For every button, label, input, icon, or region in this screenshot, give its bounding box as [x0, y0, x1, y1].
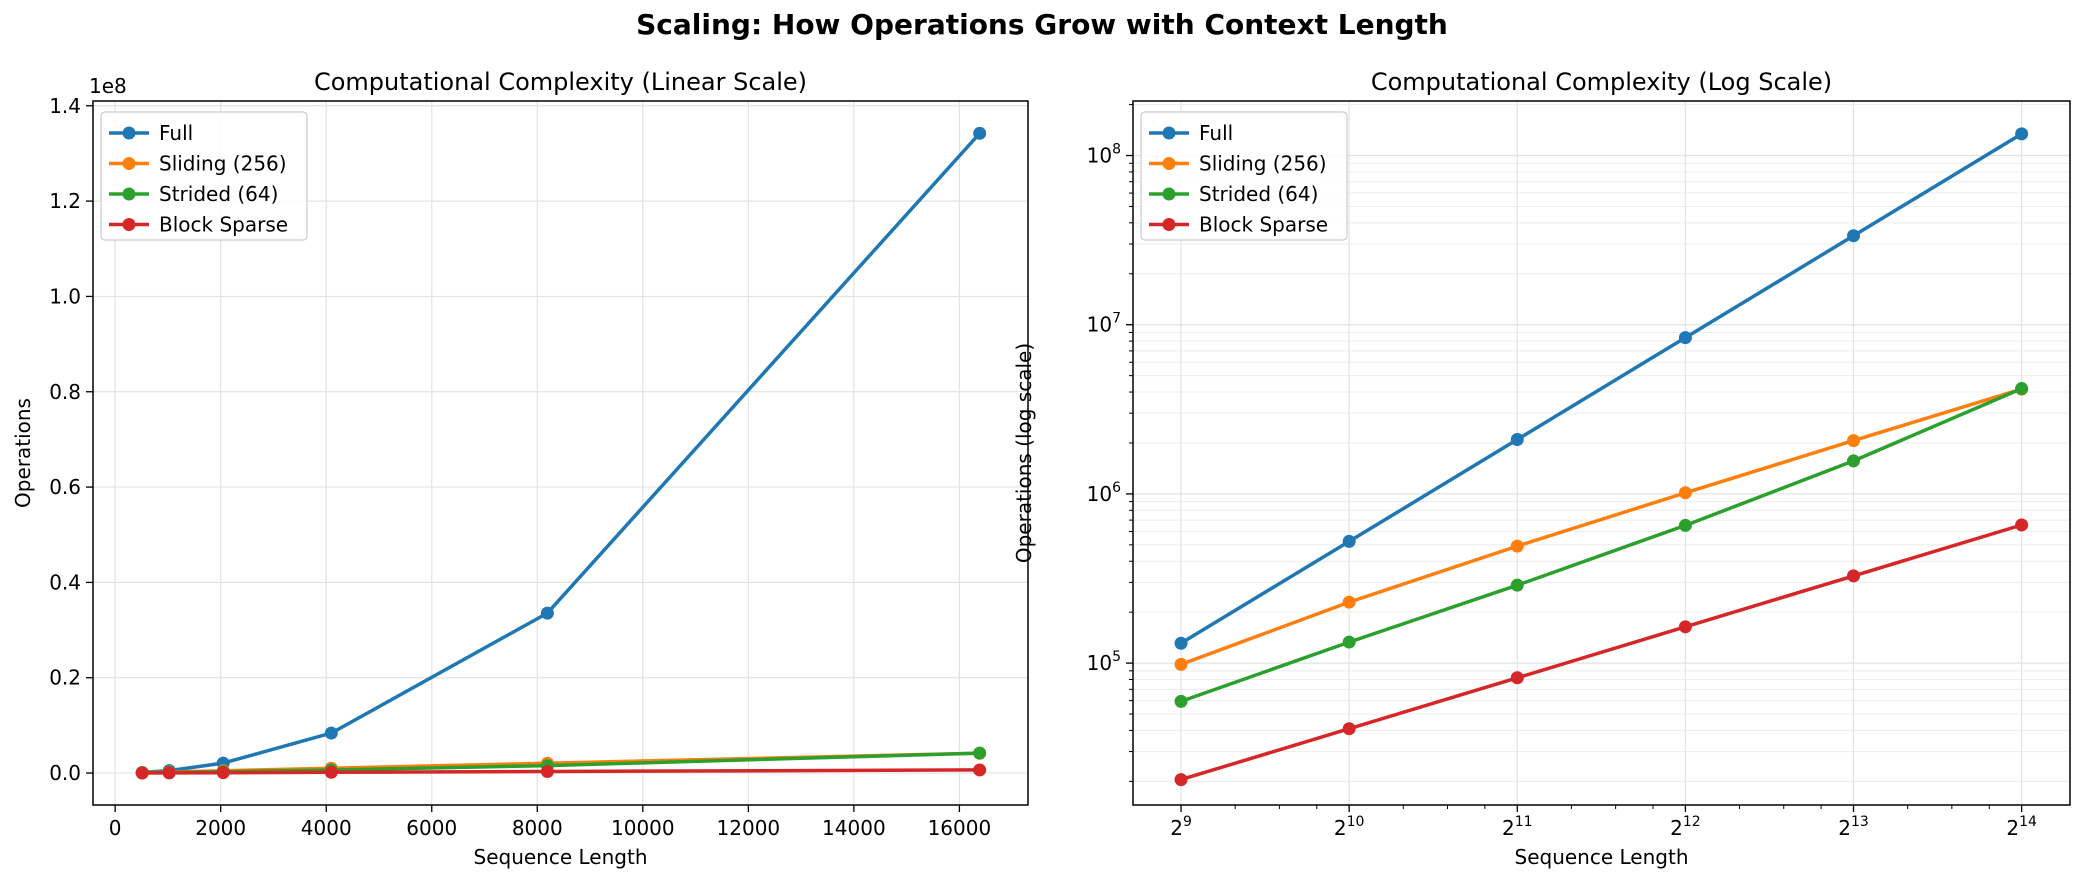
legend-marker: [1162, 126, 1176, 140]
data-point: [973, 763, 987, 777]
data-point: [1342, 722, 1356, 736]
data-point: [1342, 534, 1356, 548]
y-tick-label: 0.2: [49, 666, 81, 690]
legend-label: Strided (64): [1199, 182, 1318, 206]
x-tick-label: 210: [1334, 814, 1365, 840]
legend-label: Strided (64): [159, 182, 278, 206]
series-line-4: [1180, 523, 2023, 782]
data-point: [1510, 578, 1524, 592]
data-point: [1847, 454, 1861, 468]
data-point: [2015, 518, 2029, 532]
y-tick-label: 1.2: [49, 189, 81, 213]
data-point: [1510, 671, 1524, 685]
legend: Full Sliding (256) Strided (64) Block Spars…: [100, 111, 308, 241]
legend-marker: [122, 157, 136, 170]
y-tick-label: 0.0: [49, 761, 81, 785]
data-point: [2015, 382, 2029, 396]
x-tick-label: 0: [109, 816, 122, 840]
y-tick-label: 108: [1087, 142, 1121, 168]
legend-marker: [1162, 187, 1176, 201]
plot-frame: [1132, 100, 2071, 806]
plot-frame: [92, 100, 1029, 806]
series-line-3: [1180, 386, 2023, 704]
x-tick-label: 8000: [512, 816, 563, 840]
x-tick-label: 16000: [928, 816, 992, 840]
x-tick-label: 29: [1170, 814, 1192, 840]
data-point: [1174, 657, 1188, 671]
y-tick-label: 1.0: [49, 284, 81, 308]
chart-title: Computational Complexity (Log Scale): [1371, 68, 1832, 96]
data-point: [216, 766, 230, 780]
legend: Full Sliding (256) Strided (64) Block Spars…: [1140, 111, 1348, 241]
legend-marker: [122, 187, 136, 201]
data-point: [1510, 539, 1524, 553]
x-tick-label: 214: [2006, 814, 2037, 840]
data-point: [1678, 331, 1692, 345]
chart-title: Computational Complexity (Linear Scale): [314, 68, 807, 96]
data-point: [1174, 773, 1188, 787]
data-point: [540, 765, 554, 779]
y-axis-label: Operations: [11, 398, 35, 508]
chart-panel-2: 29 210 211 212 213 214 105 106 107 108 Computation…: [1012, 68, 2071, 869]
x-tick-label: 2000: [195, 816, 246, 840]
legend-marker: [122, 126, 136, 140]
legend-label: Sliding (256): [1199, 152, 1327, 176]
legend-marker: [1162, 157, 1176, 170]
legend-marker: [1162, 218, 1176, 231]
data-point: [135, 766, 149, 780]
legend-label: Sliding (256): [159, 152, 287, 176]
data-point: [1510, 432, 1524, 446]
legend-label: Block Sparse: [1199, 213, 1328, 237]
y-tick-label: 107: [1087, 311, 1121, 337]
data-point: [1174, 636, 1188, 650]
legend-box: [100, 111, 308, 241]
data-point: [324, 726, 338, 740]
x-axis-label: Sequence Length: [1515, 845, 1689, 869]
data-point: [162, 766, 176, 780]
y-tick-label: 105: [1087, 649, 1121, 675]
data-point: [973, 126, 987, 140]
y-tick-label: 0.8: [49, 380, 81, 404]
data-point: [1342, 635, 1356, 649]
figure-title: Scaling: How Operations Grow with Contex…: [636, 8, 1448, 41]
x-tick-label: 6000: [406, 816, 457, 840]
x-tick-label: 213: [1838, 814, 1869, 840]
y-tick-label: 1.4: [49, 94, 81, 118]
x-tick-label: 211: [1502, 814, 1533, 840]
x-tick-label: 14000: [822, 816, 886, 840]
series-line-1: [1180, 132, 2023, 645]
y-tick-label: 106: [1087, 480, 1121, 506]
y-tick-label: 0.6: [49, 475, 81, 499]
data-point: [1847, 229, 1861, 243]
data-point: [540, 606, 554, 620]
x-tick-label: 12000: [717, 816, 781, 840]
legend-label: Full: [1199, 121, 1233, 145]
legend-label: Block Sparse: [159, 213, 288, 237]
legend-box: [1140, 111, 1348, 241]
y-tick-label: 0.4: [49, 570, 81, 594]
legend-marker: [122, 218, 136, 231]
x-tick-label: 10000: [611, 816, 675, 840]
data-point: [1174, 694, 1188, 708]
x-tick-label: 212: [1670, 814, 1701, 840]
data-point: [2015, 127, 2029, 141]
chart-panel-1: 0 2000 4000 6000 8000 10000 12000 14000 16000 0.0…: [11, 68, 1029, 869]
y-axis-label: Operations (log scale): [1012, 343, 1036, 563]
data-point: [1678, 518, 1692, 532]
data-point: [1847, 569, 1861, 583]
y-offset-text: 1e8: [89, 74, 127, 98]
data-point: [1678, 620, 1692, 634]
x-axis-label: Sequence Length: [474, 845, 648, 869]
legend-label: Full: [159, 121, 193, 145]
data-point: [1847, 434, 1861, 448]
data-point: [973, 746, 987, 760]
data-point: [324, 765, 338, 779]
data-point: [1342, 595, 1356, 609]
x-tick-label: 4000: [301, 816, 352, 840]
data-point: [1678, 486, 1692, 500]
series-line-2: [1180, 387, 2023, 667]
